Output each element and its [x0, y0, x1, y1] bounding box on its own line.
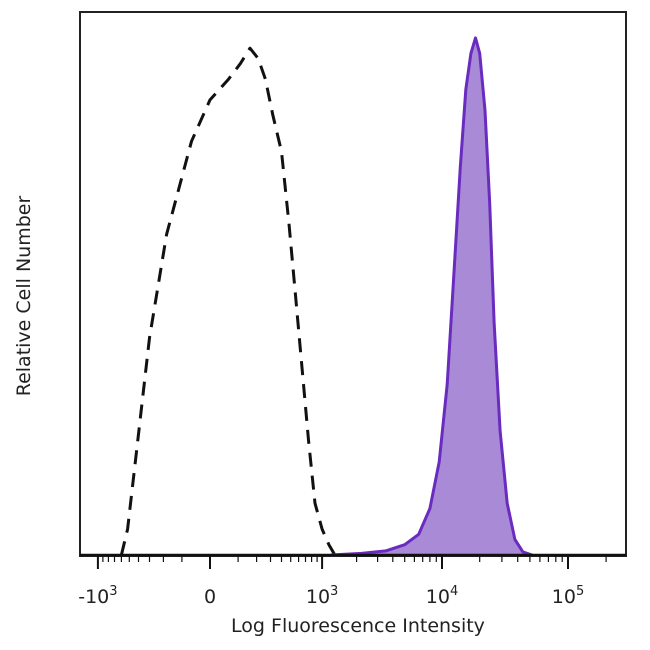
y-axis-title: Relative Cell Number [13, 196, 35, 397]
plot-frame [79, 11, 627, 557]
series-layer [119, 36, 533, 557]
x-tick-label-1: 0 [204, 586, 216, 608]
series-1-outline [330, 36, 533, 557]
x-tick-label-4: 105 [552, 584, 584, 608]
series-0-dashed-outline [119, 46, 337, 556]
x-axis-title: Log Fluorescence Intensity [231, 615, 485, 637]
series-1-fill [331, 37, 533, 555]
x-tick-label-2: 103 [306, 584, 338, 608]
x-tick-label-0: -103 [78, 584, 117, 608]
x-tick-label-3: 104 [426, 584, 458, 608]
x-axis-tick-labels: -103 0 103 104 105 [78, 584, 584, 608]
x-axis-ticks [96, 555, 607, 569]
